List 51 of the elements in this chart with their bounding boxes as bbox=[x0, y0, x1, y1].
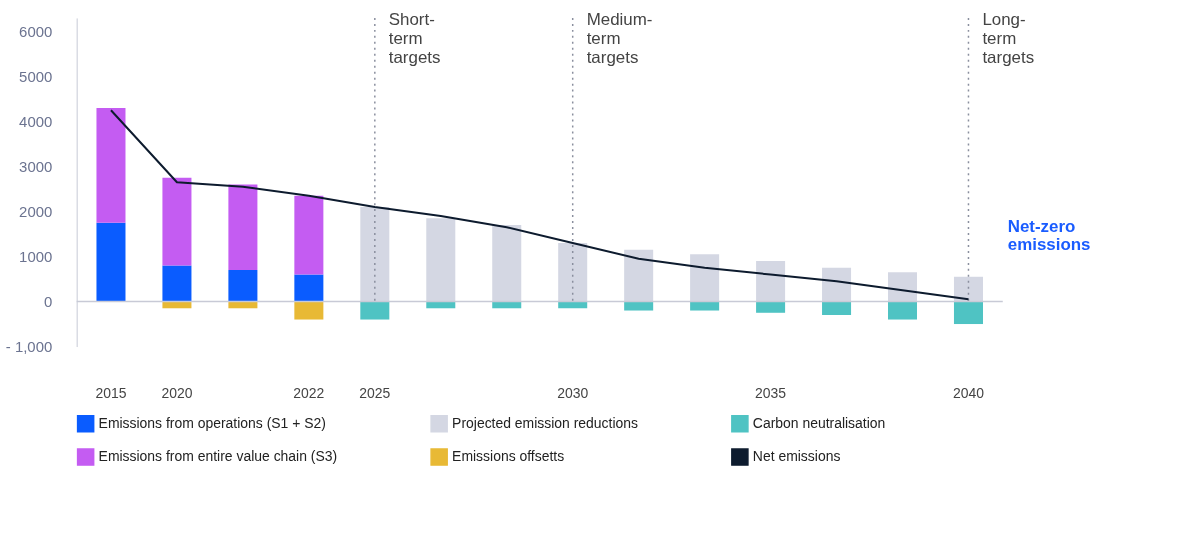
y-tick-label: 1000 bbox=[19, 247, 53, 265]
bar bbox=[294, 274, 324, 302]
bar bbox=[426, 218, 456, 302]
y-tick-label: - 1,000 bbox=[5, 338, 53, 356]
x-tick-label: 2020 bbox=[161, 384, 193, 401]
bar bbox=[228, 270, 258, 302]
y-tick-label: 5000 bbox=[19, 67, 53, 85]
x-tick-label: 2025 bbox=[359, 384, 391, 401]
bar bbox=[492, 225, 522, 302]
line-series bbox=[109, 109, 970, 301]
bar bbox=[558, 243, 588, 302]
legend-label: Emissions from entire value chain (S3) bbox=[98, 448, 338, 465]
legend-label: Projected emission reductions bbox=[452, 414, 639, 431]
legend-label: Carbon neutralisation bbox=[752, 414, 886, 431]
y-tick-label: 2000 bbox=[19, 202, 53, 220]
bar bbox=[888, 272, 918, 302]
ref-line-label: Medium- term targets bbox=[586, 9, 653, 67]
legend-label: Emissions offsetts bbox=[452, 448, 565, 465]
legend-label: Net emissions bbox=[752, 448, 841, 465]
ref-line-label: Short- term targets bbox=[388, 9, 441, 67]
y-tick-label: 6000 bbox=[19, 22, 53, 40]
bar bbox=[756, 301, 786, 313]
legend-label: Emissions from operations (S1 + S2) bbox=[98, 414, 326, 431]
text: Net-zero emissions bbox=[1007, 216, 1091, 255]
bar bbox=[953, 276, 983, 302]
bar bbox=[96, 222, 126, 302]
x-tick-label: 2040 bbox=[952, 384, 985, 401]
x-tick-label: 2030 bbox=[557, 384, 589, 401]
x-tick-label: 2015 bbox=[95, 384, 127, 401]
bar bbox=[690, 254, 720, 302]
bar bbox=[162, 177, 192, 266]
bar bbox=[822, 267, 852, 302]
bar bbox=[822, 301, 852, 316]
y-tick-label: 0 bbox=[43, 293, 53, 310]
x-tick-label: 2035 bbox=[755, 384, 787, 401]
y-tick-label: 4000 bbox=[19, 112, 53, 130]
bar bbox=[888, 301, 918, 320]
bar bbox=[756, 261, 786, 302]
bar bbox=[294, 195, 324, 275]
x-tick-label: 2022 bbox=[293, 384, 325, 401]
bar bbox=[953, 301, 983, 325]
bar bbox=[294, 301, 324, 320]
bar bbox=[228, 184, 258, 271]
bar bbox=[360, 301, 390, 320]
ref-line-label: Long- term targets bbox=[982, 9, 1035, 67]
bar bbox=[624, 301, 654, 311]
bar bbox=[360, 206, 390, 302]
bar bbox=[624, 249, 654, 302]
bar bbox=[162, 265, 192, 302]
bar bbox=[96, 107, 126, 223]
y-tick-label: 3000 bbox=[19, 157, 53, 175]
